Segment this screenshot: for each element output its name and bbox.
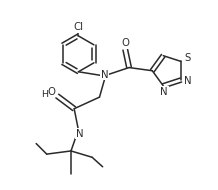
Text: N: N [160,87,168,97]
Text: O: O [47,87,55,97]
Text: S: S [184,53,191,63]
Text: H: H [41,90,48,99]
Text: N: N [101,70,109,80]
Text: N: N [184,76,191,86]
Text: N: N [76,129,83,139]
Text: O: O [121,38,129,48]
Text: Cl: Cl [73,22,83,32]
